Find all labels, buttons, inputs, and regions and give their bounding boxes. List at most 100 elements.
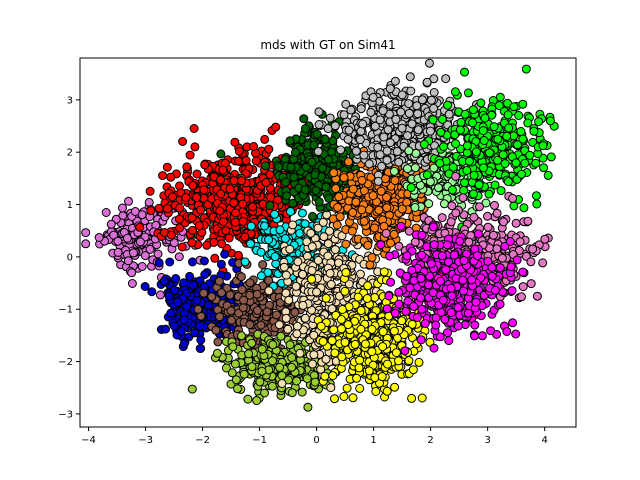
data-point	[330, 245, 340, 255]
data-point	[216, 189, 226, 199]
data-point	[318, 217, 328, 227]
data-point	[122, 233, 132, 243]
data-point	[194, 221, 204, 231]
data-point	[417, 393, 427, 403]
data-point	[420, 319, 430, 328]
data-point	[140, 282, 150, 291]
data-point	[460, 67, 469, 77]
data-point	[214, 276, 224, 286]
data-point	[217, 288, 226, 298]
data-point	[256, 320, 266, 330]
data-point	[216, 259, 226, 269]
data-point	[489, 122, 499, 132]
data-point	[261, 161, 271, 171]
data-point	[495, 299, 505, 309]
data-point	[383, 359, 392, 369]
data-point	[307, 266, 317, 275]
data-point	[532, 199, 542, 209]
data-point	[238, 216, 248, 226]
data-point	[502, 327, 512, 336]
data-point	[385, 84, 395, 94]
data-point	[478, 126, 488, 136]
data-point	[355, 135, 365, 145]
data-point	[298, 269, 308, 279]
data-point	[162, 162, 172, 172]
data-point	[127, 279, 137, 288]
data-point	[285, 244, 295, 254]
data-point	[525, 150, 535, 160]
data-point	[159, 276, 169, 286]
data-point	[406, 183, 416, 192]
data-point	[202, 240, 212, 250]
data-point	[512, 255, 522, 265]
data-point	[439, 142, 449, 152]
data-point	[302, 374, 312, 384]
data-point	[333, 202, 343, 212]
data-point	[256, 271, 266, 281]
data-point	[455, 236, 465, 246]
data-point	[236, 272, 246, 282]
data-point	[270, 252, 280, 262]
data-point	[464, 237, 474, 247]
data-point	[446, 217, 456, 227]
data-point	[171, 274, 181, 283]
data-point	[404, 108, 414, 118]
data-point	[451, 171, 461, 181]
data-point	[507, 286, 517, 296]
data-point	[468, 118, 478, 128]
data-point	[351, 197, 361, 207]
data-point	[218, 165, 228, 175]
data-point	[428, 115, 438, 125]
data-point	[378, 327, 388, 337]
data-point	[228, 342, 238, 352]
data-point	[330, 348, 340, 358]
data-point	[325, 113, 335, 123]
data-point	[285, 136, 295, 146]
data-point	[443, 328, 452, 338]
data-point	[286, 207, 295, 216]
data-point	[300, 185, 310, 195]
data-point	[215, 312, 225, 322]
data-point	[312, 287, 321, 297]
data-point	[174, 252, 184, 262]
data-point	[325, 226, 334, 236]
data-point	[394, 356, 403, 366]
data-point	[367, 253, 377, 262]
data-point	[200, 270, 210, 279]
data-point	[140, 251, 150, 261]
data-point	[474, 180, 484, 190]
data-point	[505, 237, 515, 246]
data-point	[519, 203, 529, 213]
data-point	[147, 287, 157, 297]
data-point	[337, 352, 347, 362]
data-point	[391, 114, 401, 124]
data-point	[275, 362, 285, 372]
data-point	[439, 199, 449, 209]
data-point	[213, 337, 223, 347]
data-point	[192, 169, 202, 179]
data-point	[463, 88, 473, 98]
data-point	[355, 355, 365, 365]
data-point	[297, 387, 307, 397]
data-point	[444, 257, 453, 267]
data-point	[221, 363, 231, 373]
data-point	[199, 185, 209, 195]
data-point	[252, 306, 262, 315]
data-point	[404, 99, 414, 109]
data-point	[515, 237, 525, 247]
data-point	[494, 101, 504, 111]
data-point	[196, 335, 206, 345]
data-point	[364, 366, 374, 376]
data-point	[364, 159, 374, 169]
data-point	[397, 123, 407, 133]
data-point	[244, 349, 254, 359]
data-point	[118, 203, 127, 213]
data-point	[165, 257, 175, 267]
data-point	[424, 280, 433, 290]
data-point	[124, 196, 133, 206]
data-point	[492, 244, 502, 254]
data-point	[177, 242, 187, 252]
data-point	[394, 299, 404, 309]
data-point	[370, 293, 380, 302]
data-point	[476, 98, 486, 108]
